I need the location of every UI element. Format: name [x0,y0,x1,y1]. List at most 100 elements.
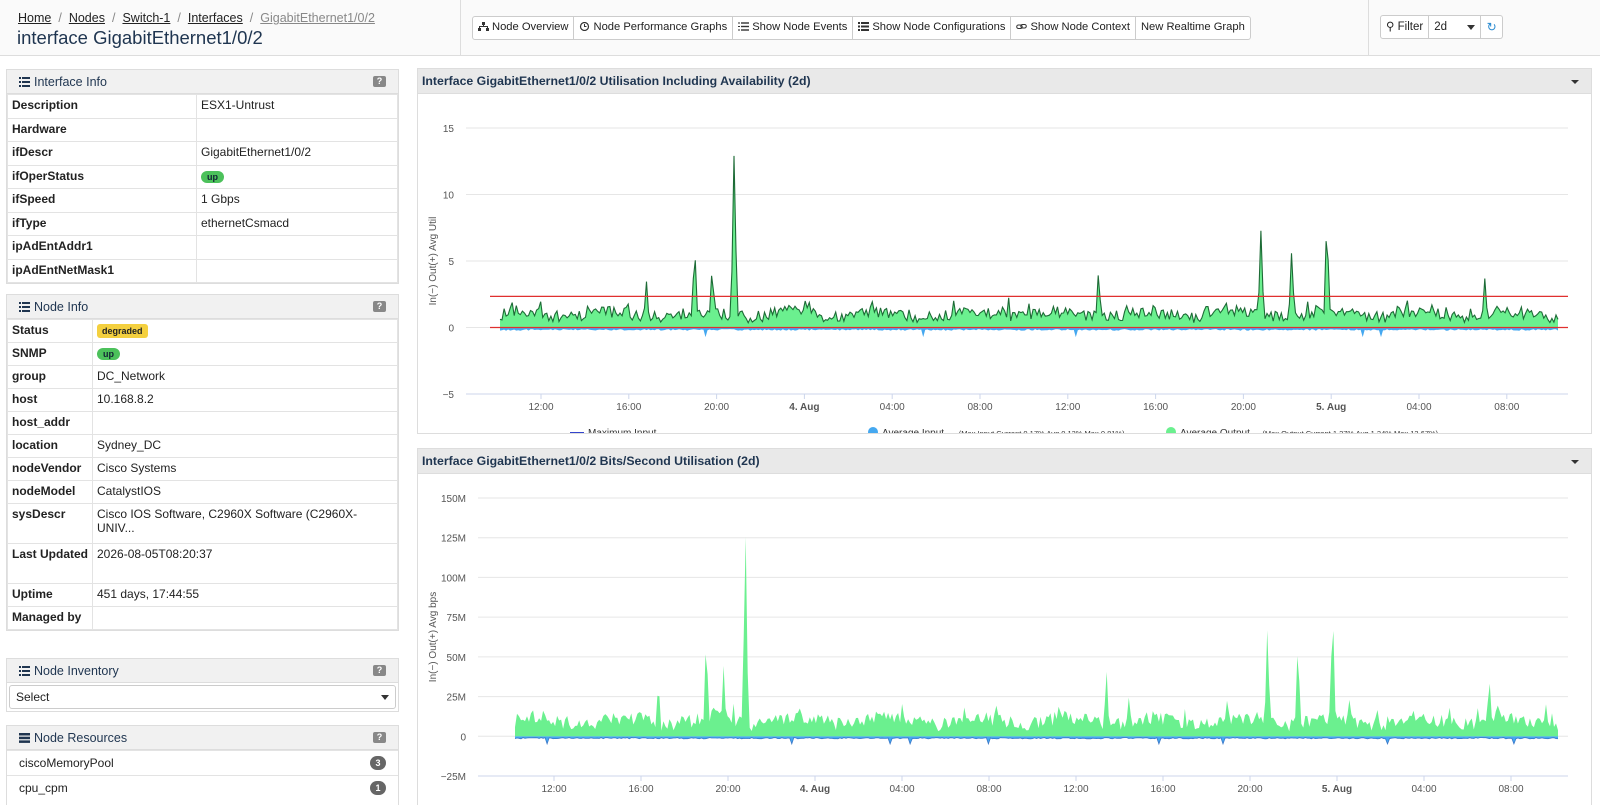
row-value-cell: 2026-08-05T08:20:37 [92,543,398,584]
legend-label: Average Input [882,428,944,433]
row-key: ifDescr [7,141,197,166]
row-key: ifType [7,211,197,236]
status-badge: up [97,348,120,360]
row-value: ethernetCsmacd [201,215,290,230]
period-select[interactable]: 2d [1429,15,1482,39]
table-row: ifOperStatus up [7,164,398,189]
y-tick-label: 0 [448,324,454,335]
count-badge: 3 [370,756,386,770]
row-key: group [7,365,93,389]
nav-button-show-node-events[interactable]: Show Node Events [733,17,854,39]
breadcrumb-node[interactable]: Switch-1 [122,11,171,25]
node-inventory-title: Node Inventory [34,664,119,678]
x-tick-label: 20:00 [1237,784,1262,795]
header-divider [460,0,461,56]
table-row: ipAdEntAddr1 [7,235,398,260]
list-check-icon [738,22,750,31]
row-value-cell: Sydney_DC [92,434,398,458]
search-icon: ⚲ [1386,21,1395,33]
nav-button-new-realtime-graph[interactable]: New Realtime Graph [1136,17,1250,39]
table-row: nodeModel CatalystIOS [7,480,398,504]
resource-label: cpu_cpm [19,781,68,795]
breadcrumb-nodes[interactable]: Nodes [68,11,105,25]
period-value: 2d [1434,21,1447,33]
table-row: ifType ethernetCsmacd [7,211,398,236]
legend-item[interactable]: Average Input (Max Input Current 0.17% Av… [868,427,1125,439]
bps-chart: 150M 125M 100M 75M 50M 25M 0 −25M In(−) Out(+) A… [428,494,1568,795]
nav-button-show-node-configurations[interactable]: Show Node Configurations [853,17,1012,39]
row-value-cell [196,235,398,260]
bps-graph-panel: Interface GigabitEthernet1/0/2 Bits/Seco… [417,448,1592,805]
row-key: ipAdEntAddr1 [7,235,197,260]
row-key: Status [7,319,93,343]
breadcrumb-current[interactable]: GigabitEthernet1/0/2 [260,11,375,25]
x-tick-label: 12:00 [541,784,566,795]
inventory-select[interactable]: Select [9,685,396,709]
help-icon[interactable]: ? [373,665,386,676]
row-value: DC_Network [97,369,166,383]
nav-button-show-node-context[interactable]: Show Node Context [1011,17,1136,39]
y-tick-label: 10 [443,191,455,202]
legend-item[interactable]: Average Output (Max Output Current 1.27% … [1166,427,1439,439]
row-value-cell: up [196,164,398,189]
filter-button[interactable]: ⚲ Filter [1380,15,1430,39]
node-resources-list: ciscoMemoryPool 3 cpu_cpm 1 [7,750,398,800]
x-tick-label: 4. Aug [789,402,819,413]
caret-down-icon[interactable] [1571,460,1579,464]
y-tick-label: −25M [441,772,466,783]
legend-item[interactable]: Maximum Input [570,428,657,439]
sitemap-icon [478,22,489,31]
x-tick-label: 5. Aug [1322,784,1352,795]
row-key: Uptime [7,583,93,607]
x-tick-label: 04:00 [1411,784,1436,795]
help-icon[interactable]: ? [373,76,386,87]
x-tick-label: 16:00 [1150,784,1175,795]
row-value: Sydney_DC [97,438,162,452]
row-key: Hardware [7,117,197,142]
row-value-cell [92,411,398,435]
nav-button-node-performance-graphs[interactable]: Node Performance Graphs [574,17,734,39]
clock-icon [580,22,590,31]
interface-info-title: Interface Info [34,75,107,89]
row-value: CatalystIOS [97,484,162,498]
refresh-icon: ↻ [1486,20,1497,34]
row-value-cell: 10.168.8.2 [92,388,398,412]
row-value: 1 Gbps [201,192,240,206]
node-resources-header: Node Resources ? [7,726,398,750]
resource-item[interactable]: ciscoMemoryPool 3 [7,750,398,775]
row-key: sysDescr [7,503,93,544]
utilisation-graph-panel: Interface GigabitEthernet1/0/2 Utilisati… [417,68,1592,450]
node-inventory-header: Node Inventory ? [7,659,398,683]
node-nav-button-group: Node Overview Node Performance Graphs Show… [472,16,1251,40]
legend-label: Average Output [1180,428,1250,433]
utilisation-chart: 15 10 5 0 −5 In(−) Out(+) Avg Util 12:00 16:00 2… [428,124,1568,450]
help-icon[interactable]: ? [373,301,386,312]
row-value: GigabitEthernet1/0/2 [201,145,312,159]
x-tick-label: 12:00 [1063,784,1088,795]
node-info-header: Node Info ? [7,295,398,319]
inventory-select-value: Select [16,690,50,704]
row-key: host_addr [7,411,93,435]
x-tick-label: 08:00 [967,402,992,413]
refresh-button[interactable]: ↻ [1481,15,1504,39]
header-divider [1368,0,1369,56]
nav-button-node-overview[interactable]: Node Overview [473,17,575,39]
page-header: Home / Nodes / Switch-1/Interfaces / GigabitEt… [0,0,1600,56]
interface-info-table: Description ESX1-Untrust Hardware ifDescr Gi… [7,94,398,283]
caret-down-icon[interactable] [1571,80,1579,84]
x-tick-label: 20:00 [1231,402,1256,413]
breadcrumb-interfaces[interactable]: Interfaces [187,11,243,25]
row-value: 2026-08-05T08:20:37 [97,547,213,561]
count-badge: 1 [370,781,386,795]
row-value-cell [196,117,398,142]
x-tick-label: 08:00 [976,784,1001,795]
breadcrumb-home[interactable]: Home [18,11,52,25]
row-key: host [7,388,93,412]
input-area-series [515,736,1558,744]
help-icon[interactable]: ? [373,732,386,743]
max-output-line-series [499,155,1559,324]
table-row: group DC_Network [7,365,398,389]
resource-item[interactable]: cpu_cpm 1 [7,775,398,800]
utilisation-graph-header: Interface GigabitEthernet1/0/2 Utilisati… [418,69,1591,94]
y-tick-label: 15 [443,124,455,135]
